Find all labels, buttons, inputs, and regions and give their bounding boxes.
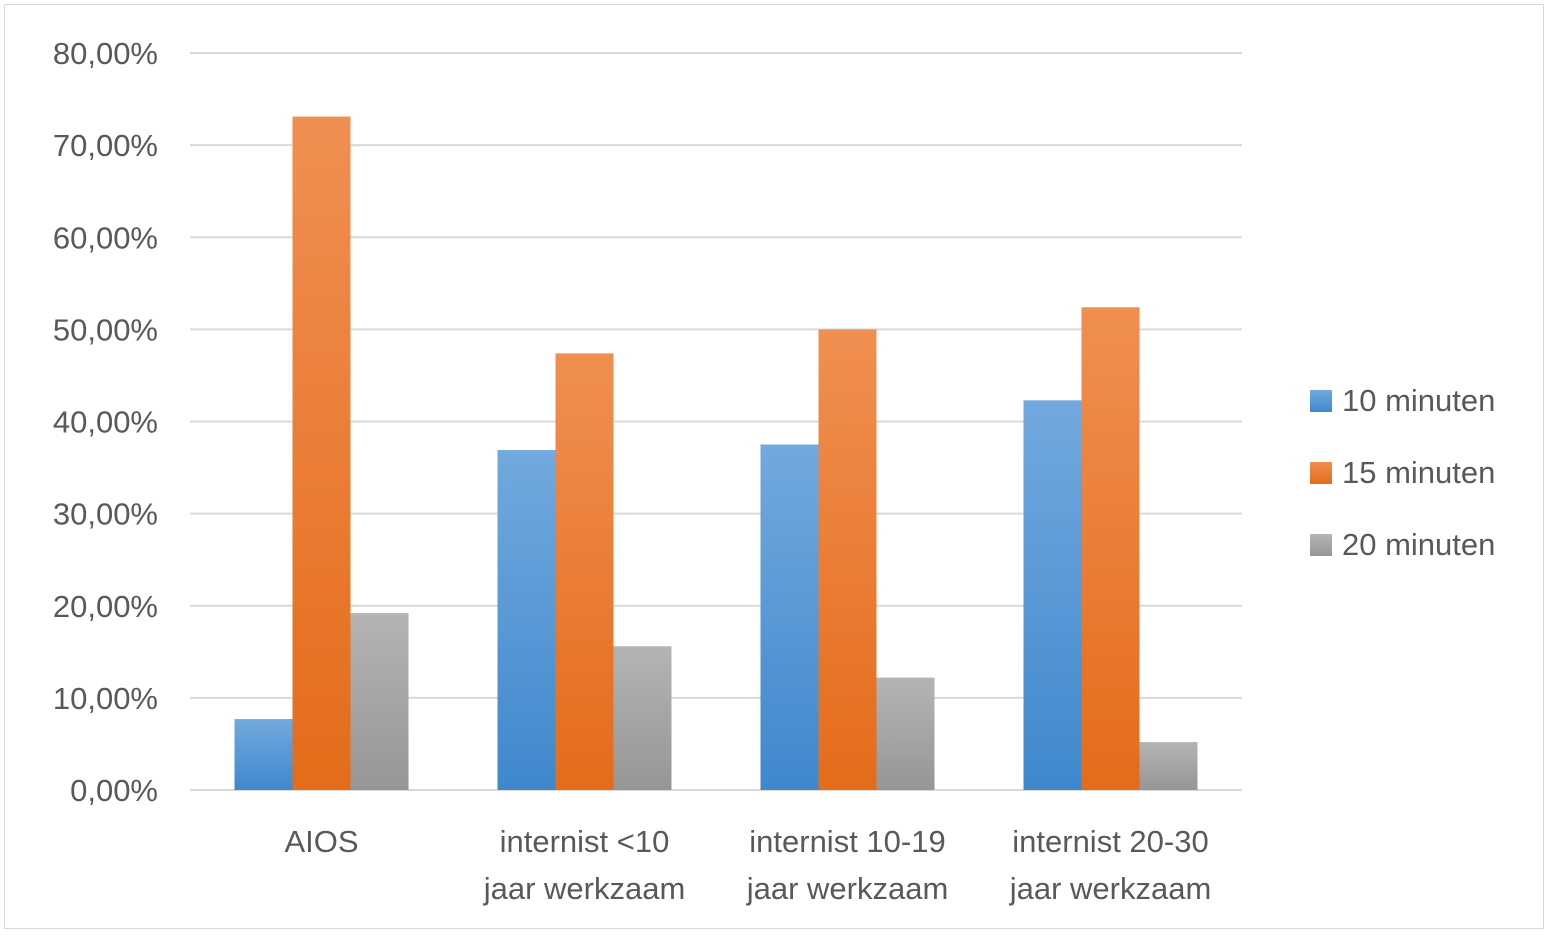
bar-20-minuten-3 bbox=[1139, 742, 1198, 790]
y-tick-label: 80,00% bbox=[53, 36, 158, 71]
y-tick-label: 50,00% bbox=[53, 312, 158, 347]
legend-label: 20 minuten bbox=[1342, 527, 1495, 562]
x-category-label: AIOS bbox=[284, 824, 358, 859]
bar-10-minuten-3 bbox=[1023, 400, 1082, 790]
bar-15-minuten-3 bbox=[1081, 307, 1140, 790]
bar-15-minuten-1 bbox=[555, 353, 614, 790]
x-category-label: internist 10-19 jaar werkzaam bbox=[746, 824, 949, 906]
x-category-label: internist <10 jaar werkzaam bbox=[483, 824, 686, 906]
legend-swatch bbox=[1310, 534, 1332, 556]
x-category-label: internist 20-30 jaar werkzaam bbox=[1009, 824, 1212, 906]
legend-swatch bbox=[1310, 390, 1332, 412]
bar-10-minuten-0 bbox=[234, 719, 293, 790]
legend-label: 10 minuten bbox=[1342, 383, 1495, 418]
bars bbox=[234, 116, 1198, 790]
y-tick-label: 40,00% bbox=[53, 405, 158, 440]
bar-10-minuten-1 bbox=[497, 450, 556, 790]
x-axis-categories: AIOS internist <10 jaar werkzaam internist … bbox=[284, 824, 1211, 906]
bar-10-minuten-2 bbox=[760, 444, 819, 790]
y-tick-label: 30,00% bbox=[53, 497, 158, 532]
bar-20-minuten-0 bbox=[350, 613, 409, 790]
y-tick-label: 60,00% bbox=[53, 220, 158, 255]
bar-15-minuten-0 bbox=[292, 116, 351, 790]
bar-15-minuten-2 bbox=[818, 329, 877, 790]
y-tick-label: 70,00% bbox=[53, 128, 158, 163]
legend-swatch bbox=[1310, 462, 1332, 484]
legend: 10 minuten 15 minuten 20 minuten bbox=[1310, 383, 1495, 562]
bar-20-minuten-2 bbox=[876, 677, 935, 790]
y-axis-ticks: 0,00% 10,00% 20,00% 30,00% 40,00% 50,00% 60,00… bbox=[53, 36, 158, 808]
y-tick-label: 0,00% bbox=[70, 773, 158, 808]
bar-20-minuten-1 bbox=[613, 646, 672, 790]
legend-label: 15 minuten bbox=[1342, 455, 1495, 490]
y-tick-label: 10,00% bbox=[53, 681, 158, 716]
y-tick-label: 20,00% bbox=[53, 589, 158, 624]
